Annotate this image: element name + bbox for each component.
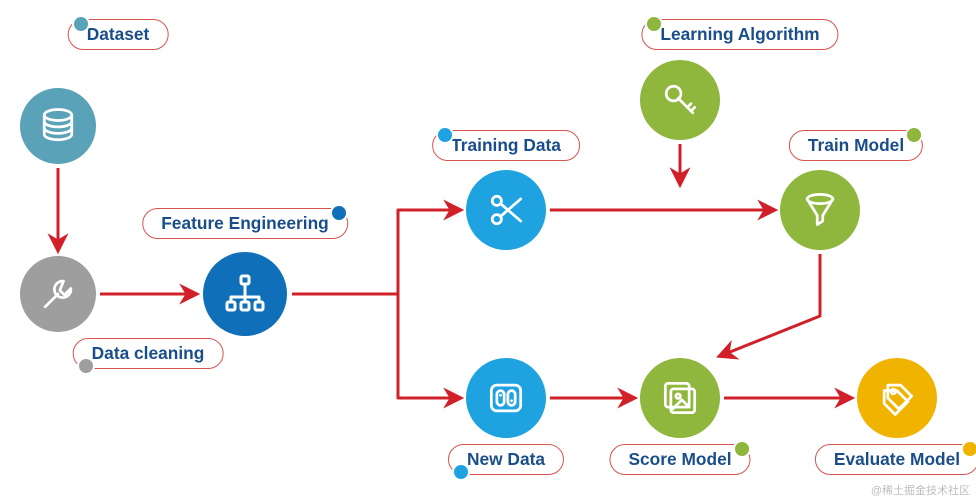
dot-newdata xyxy=(452,463,470,481)
label-trainmdl: Train Model xyxy=(789,130,923,161)
hierarchy-icon xyxy=(221,270,269,318)
funnel-icon xyxy=(798,188,842,232)
scissors-icon xyxy=(484,188,528,232)
node-training xyxy=(466,170,546,250)
diagram-stage: { "canvas": { "width": 976, "height": 50… xyxy=(0,0,976,500)
switch-icon xyxy=(484,376,528,420)
gallery-icon xyxy=(658,376,702,420)
dot-feature xyxy=(330,204,348,222)
label-learnalg: Learning Algorithm xyxy=(641,19,838,50)
node-cleaning xyxy=(20,256,96,332)
wrench-icon xyxy=(36,272,80,316)
node-dataset xyxy=(20,88,96,164)
node-newdata xyxy=(466,358,546,438)
label-evalmdl: Evaluate Model xyxy=(815,444,976,475)
label-cleaning: Data cleaning xyxy=(73,338,224,369)
database-icon xyxy=(36,104,80,148)
node-learnalg xyxy=(640,60,720,140)
dot-scoremdl xyxy=(733,440,751,458)
label-scoremdl: Score Model xyxy=(609,444,750,475)
dot-training xyxy=(436,126,454,144)
tags-icon xyxy=(875,376,919,420)
key-icon xyxy=(658,78,702,122)
dot-cleaning xyxy=(77,357,95,375)
dot-dataset xyxy=(72,15,90,33)
node-trainmdl xyxy=(780,170,860,250)
watermark-text: @稀土掘金技术社区 xyxy=(871,482,970,498)
label-training: Training Data xyxy=(432,130,580,161)
edge-feature-to-newdata xyxy=(292,294,460,398)
node-evalmdl xyxy=(857,358,937,438)
node-feature xyxy=(203,252,287,336)
label-feature: Feature Engineering xyxy=(142,208,348,239)
edge-trainmdl-to-scoremdl xyxy=(720,254,820,356)
node-scoremdl xyxy=(640,358,720,438)
dot-evalmdl xyxy=(961,440,976,458)
